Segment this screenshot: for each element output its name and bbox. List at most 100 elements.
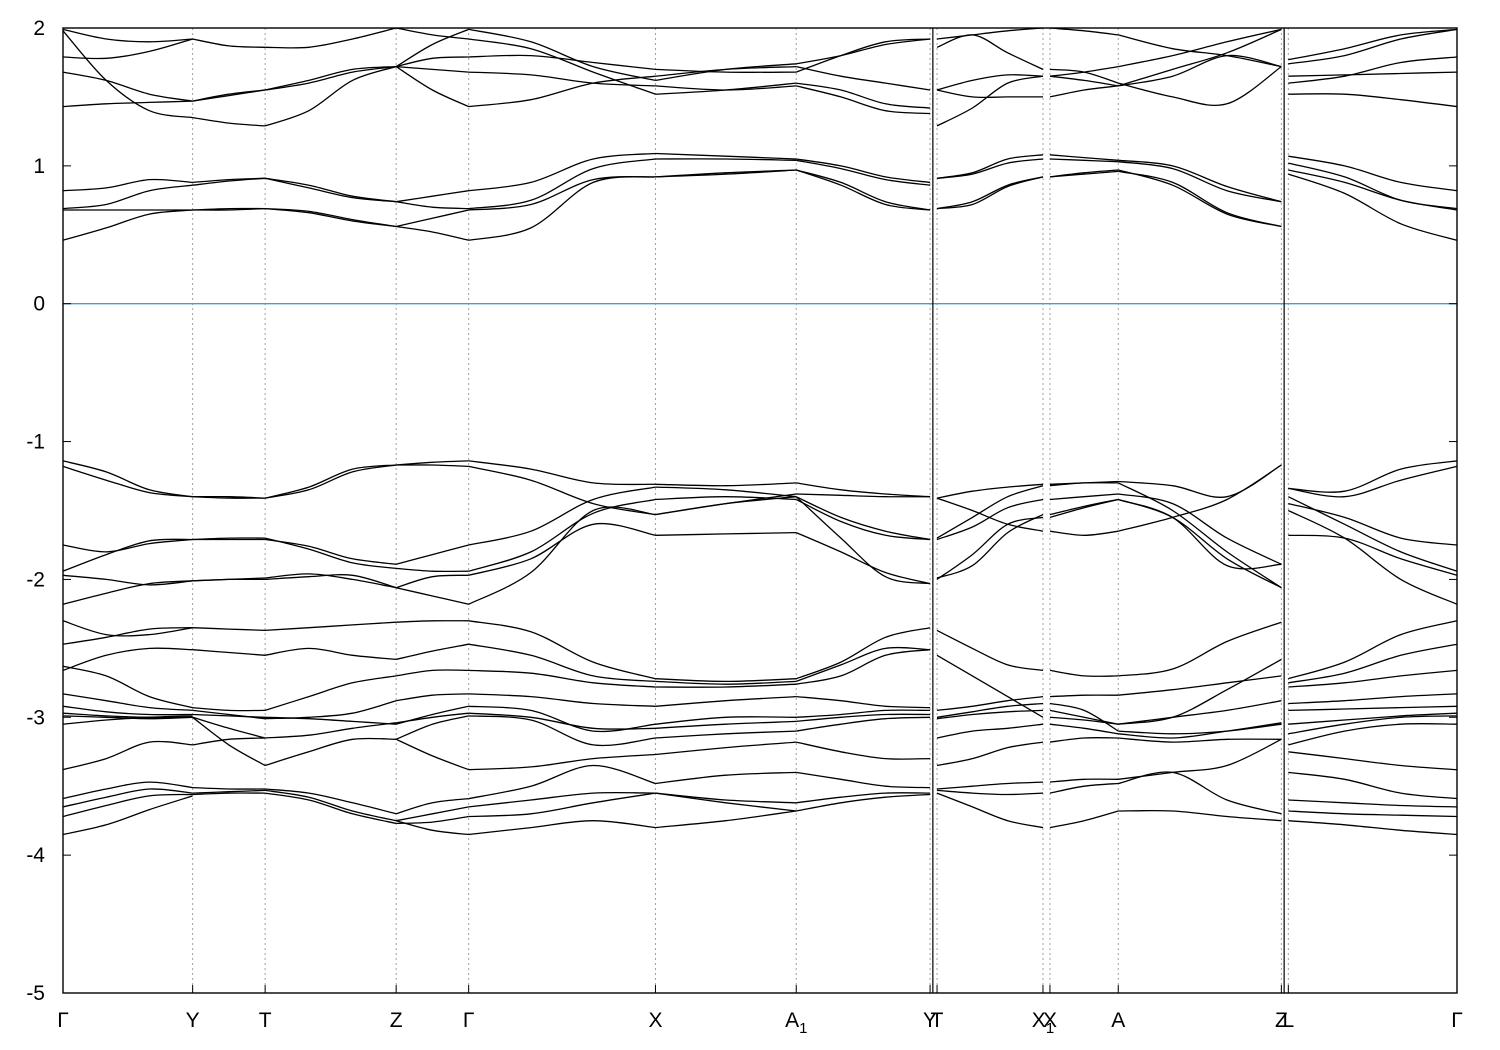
kpoint-label: Y (186, 1009, 200, 1032)
band-line (264, 464, 397, 499)
band-line (62, 793, 193, 818)
band-line (936, 781, 1044, 790)
band-line (1288, 28, 1458, 61)
band-line (655, 486, 797, 498)
band-line (192, 207, 266, 211)
band-line (62, 184, 193, 210)
band-line (655, 810, 797, 829)
kpoint-label: L (1282, 1009, 1294, 1032)
band-line (1288, 173, 1458, 241)
band-line (1288, 169, 1458, 211)
y-axis: -5 -4 -3 -2 -1 0 1 2 (26, 17, 1457, 1005)
band-line (1049, 723, 1119, 735)
band-line (795, 627, 931, 680)
band-line (1118, 482, 1282, 589)
band-line (1288, 28, 1458, 65)
band-line (396, 797, 469, 815)
band-line (265, 574, 397, 589)
band-line (62, 460, 193, 498)
band-line (468, 158, 656, 210)
band-line (264, 737, 397, 767)
band-line (796, 38, 931, 65)
band-line (1288, 465, 1458, 498)
band-line (1049, 702, 1119, 732)
band-line (1288, 93, 1458, 108)
band-line (396, 464, 469, 468)
band-line (264, 65, 397, 91)
band-line (655, 678, 797, 683)
band-line (192, 577, 266, 582)
band-line (192, 177, 266, 186)
band-line (655, 152, 797, 160)
band-line (655, 169, 797, 178)
band-line (1288, 751, 1458, 771)
band-line (1118, 700, 1282, 725)
band-line (395, 28, 469, 68)
band-line (192, 786, 266, 790)
band-line (265, 621, 397, 632)
band-line (62, 465, 193, 498)
band-line (936, 723, 1044, 739)
band-line (192, 627, 266, 632)
band-line (395, 66, 469, 108)
band-line (396, 712, 469, 724)
band-line (396, 620, 469, 623)
band-line (936, 89, 1043, 99)
band-line (62, 209, 193, 241)
band-line (264, 675, 397, 712)
kpoint-subscript: 1 (1046, 1020, 1054, 1037)
band-line (1118, 169, 1282, 228)
band-line (936, 629, 1044, 672)
band-line (936, 154, 1044, 179)
band-line (468, 460, 656, 486)
band-line (468, 715, 656, 747)
band-line (655, 730, 797, 739)
band-line (468, 753, 656, 771)
band-line (192, 716, 266, 739)
band-line (796, 695, 931, 709)
band-line (1288, 155, 1458, 192)
kpoint-label: Y (923, 1009, 937, 1032)
band-line (265, 788, 397, 815)
band-line (1288, 715, 1458, 735)
band-line (62, 71, 193, 102)
y-tick-label: 1 (33, 155, 45, 178)
band-line (396, 65, 469, 73)
band-line (264, 464, 397, 499)
band-line (264, 647, 397, 661)
band-line (1049, 65, 1119, 77)
band-line (796, 65, 931, 91)
band-line (1118, 722, 1282, 739)
band-line (1288, 669, 1458, 688)
kpoint-label: X (648, 1009, 662, 1032)
band-line (468, 176, 656, 241)
band-line (468, 522, 656, 576)
band-line (1118, 159, 1282, 203)
band-line (655, 771, 797, 785)
band-line (655, 85, 797, 91)
kpoint-label: Γ (463, 1009, 475, 1032)
band-line (936, 709, 1044, 720)
band-line (795, 496, 931, 541)
band-line (468, 820, 656, 836)
band-line (796, 771, 931, 789)
band-line (396, 574, 469, 589)
band-line (192, 706, 266, 712)
band-line (62, 28, 193, 43)
band-line (468, 71, 656, 87)
band-line (1118, 161, 1282, 203)
band-line (1049, 778, 1119, 783)
band-line (396, 201, 469, 210)
band-line (1118, 28, 1282, 87)
band-line (936, 485, 1044, 539)
band-line (192, 495, 266, 499)
band-line (264, 792, 397, 825)
band-line (1049, 669, 1119, 677)
band-line (62, 705, 193, 716)
band-line (796, 82, 931, 109)
band-line (62, 38, 193, 60)
band-line (936, 158, 1044, 179)
band-line (1118, 738, 1282, 780)
band-line (265, 207, 397, 228)
band-line (655, 82, 797, 95)
